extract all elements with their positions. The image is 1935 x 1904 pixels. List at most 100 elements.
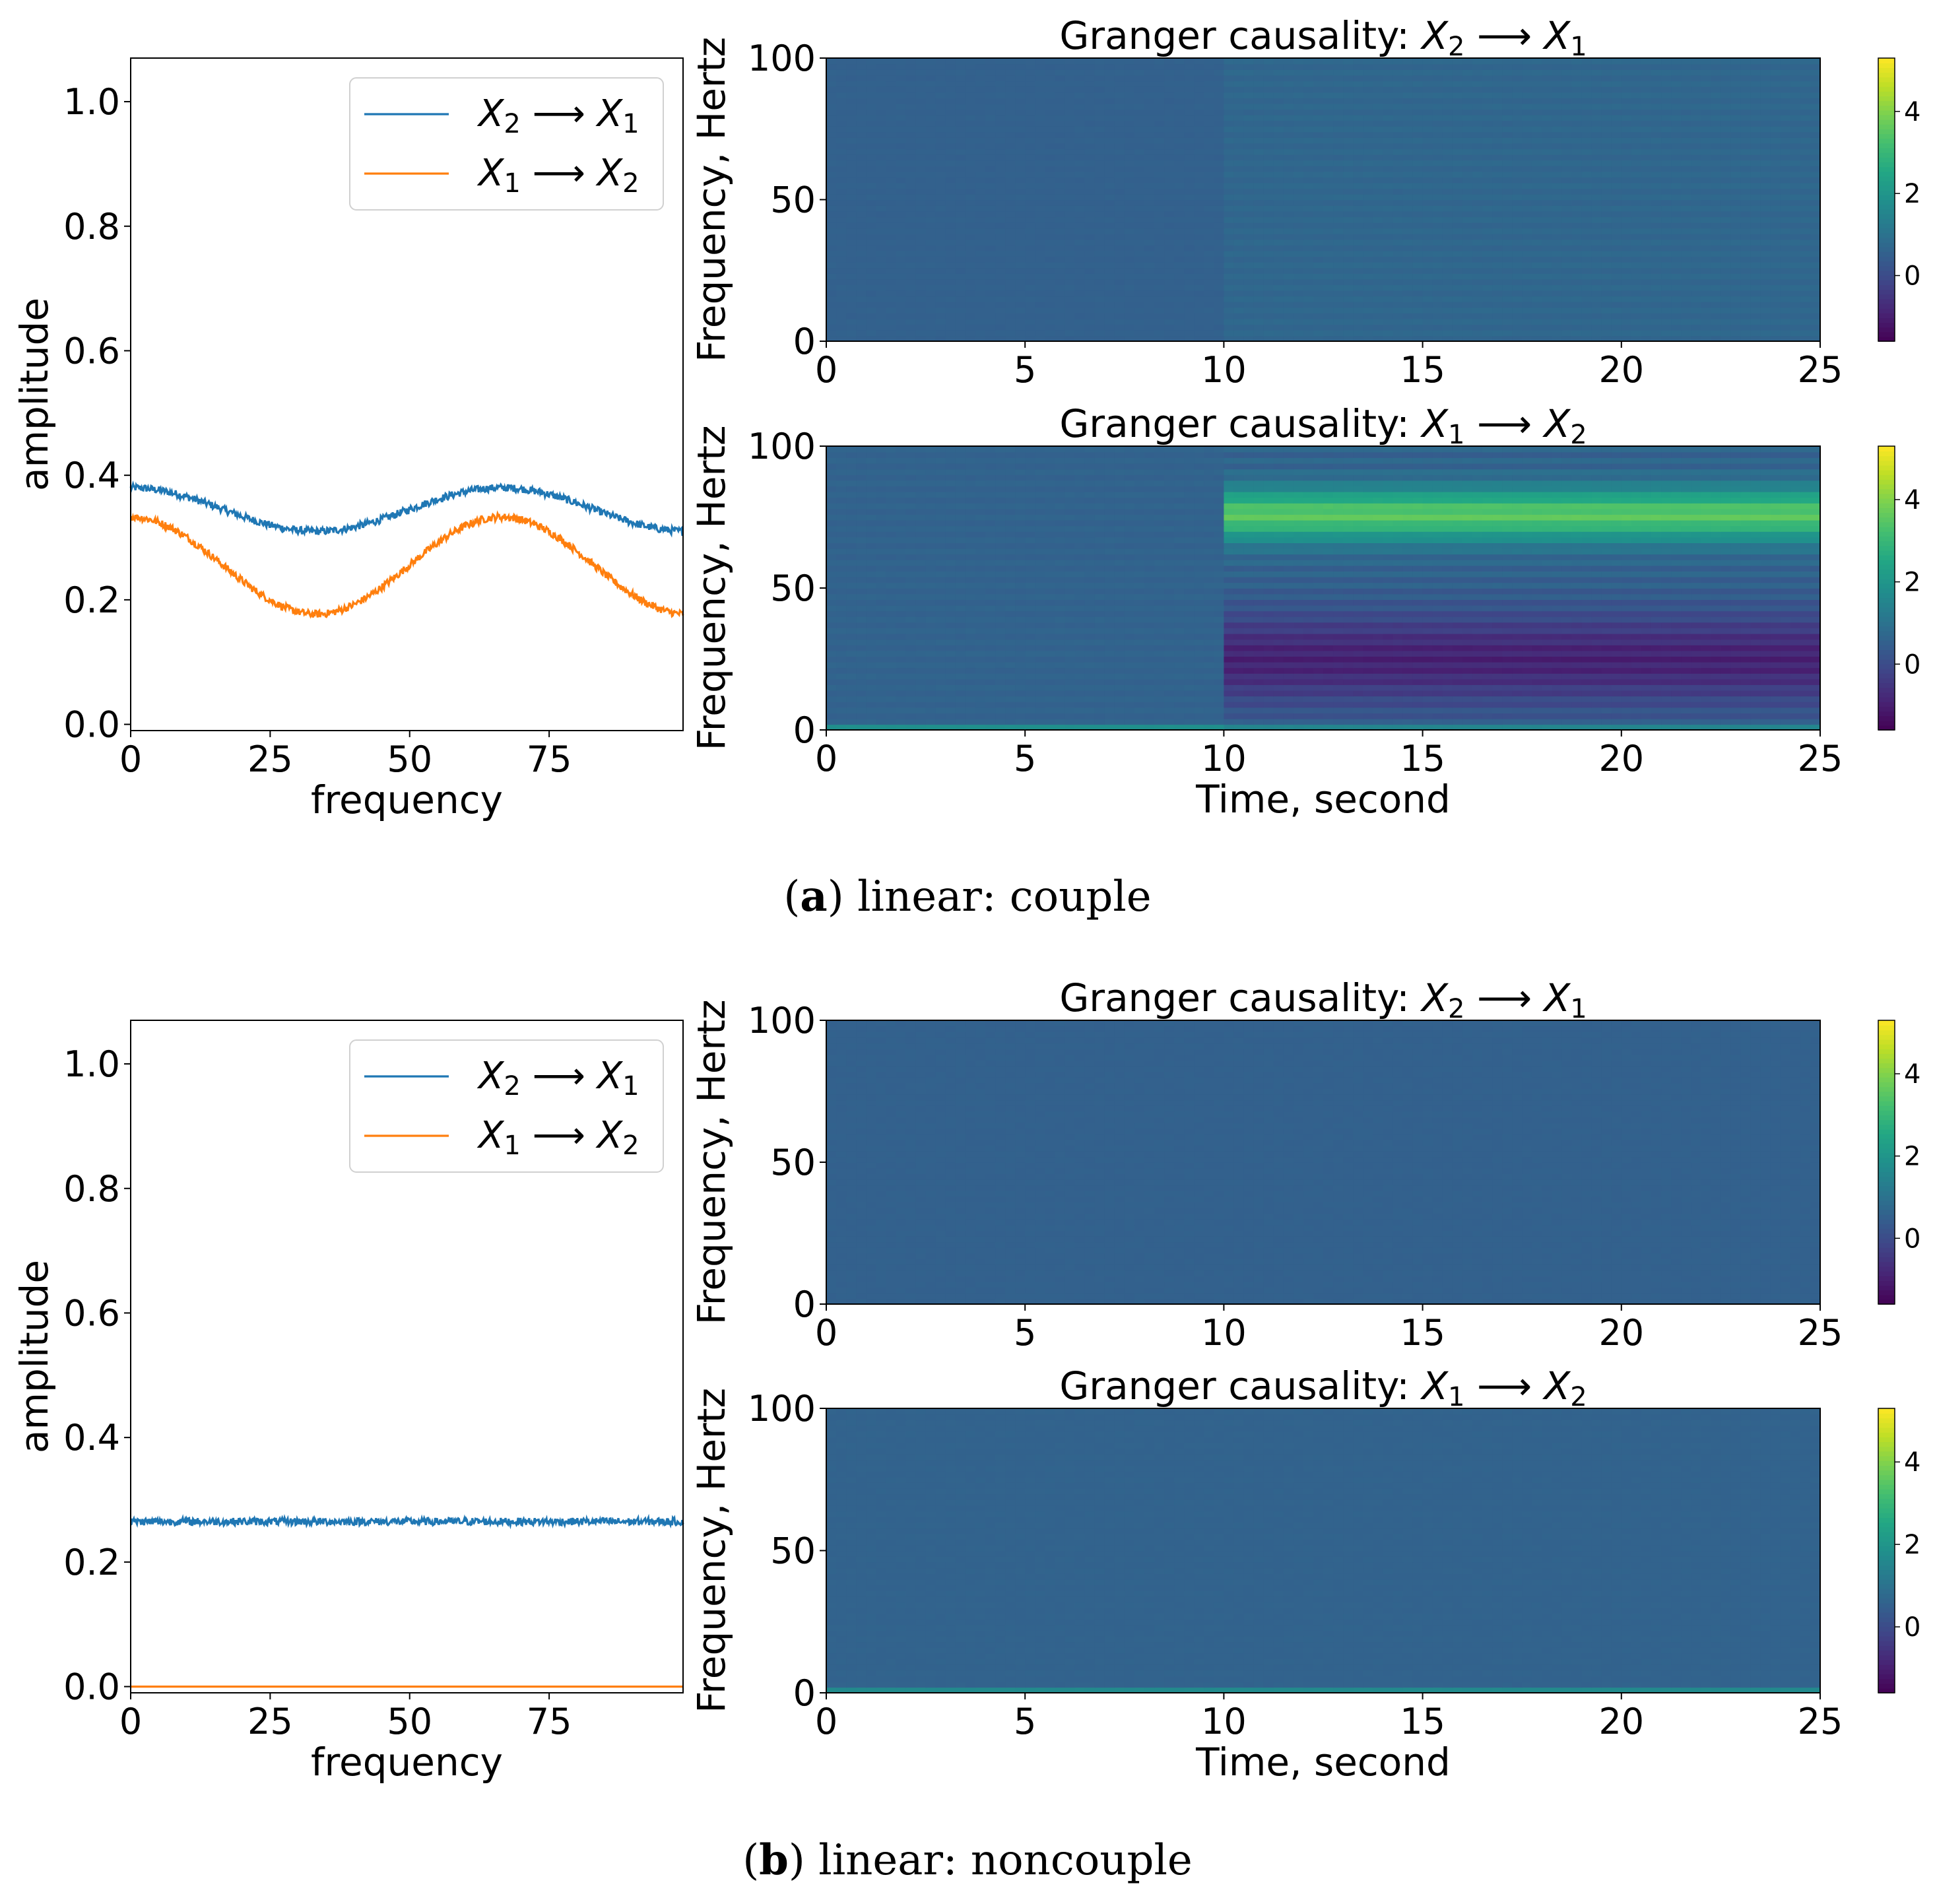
heatmap-cell (1214, 256, 1225, 263)
heatmap-cell (1343, 290, 1354, 297)
heatmap-cell (975, 329, 986, 337)
heatmap-cell (985, 222, 996, 229)
heatmap-cell (1611, 267, 1622, 274)
heatmap-cell (1641, 109, 1652, 115)
heatmap-cell (1631, 296, 1642, 302)
heatmap-cell (1393, 86, 1404, 93)
heatmap-cell (1542, 114, 1553, 121)
heatmap-cell (1055, 318, 1066, 325)
heatmap-cell (1402, 318, 1414, 325)
heatmap-cell (1402, 284, 1414, 291)
heatmap-cell (1512, 188, 1523, 195)
heatmap-cell (1571, 103, 1583, 110)
heatmap-cell (1035, 125, 1046, 133)
heatmap-cell (1641, 148, 1652, 155)
heatmap-cell (1293, 256, 1304, 263)
heatmap-cell (1204, 228, 1215, 234)
heatmap-cell (1721, 256, 1732, 263)
heatmap-cell (1631, 177, 1642, 183)
heatmap-cell (1691, 131, 1702, 138)
heatmap-cell (1184, 329, 1195, 337)
heatmap-cell (1452, 284, 1463, 291)
heatmap-cell (1542, 75, 1553, 82)
heatmap-cell (935, 199, 946, 206)
heatmap-cell (1730, 137, 1742, 144)
heatmap-cell (1611, 233, 1622, 240)
heatmap-cell (1591, 63, 1602, 70)
heatmap-cell (915, 160, 927, 166)
heatmap-cell (1055, 160, 1066, 166)
y-tick-label: 0.0 (63, 704, 120, 746)
heatmap-cell (1313, 279, 1324, 285)
heatmap-cell (1283, 182, 1294, 189)
heatmap-cell (1293, 261, 1304, 269)
heatmap-cell (935, 120, 946, 127)
heatmap-cell (1412, 228, 1424, 234)
heatmap-cell (1661, 329, 1672, 337)
heatmap-cell (965, 205, 976, 212)
heatmap-cell (1661, 290, 1672, 297)
heatmap-cell (1631, 171, 1642, 178)
heatmap-cell (1104, 171, 1115, 178)
heatmap-cell (1780, 267, 1791, 274)
heatmap-cell (1790, 329, 1801, 337)
heatmap-cell (1671, 69, 1682, 76)
heatmap-cell (1035, 199, 1046, 206)
heatmap-cell (1492, 324, 1503, 331)
heatmap-cell (1621, 211, 1632, 218)
heatmap-cell (1730, 233, 1742, 240)
heatmap-cell (1393, 284, 1404, 291)
heatmap-cell (1025, 148, 1036, 155)
heatmap-cell (1055, 177, 1066, 183)
heatmap-cell (1164, 211, 1175, 218)
heatmap-cell (1512, 261, 1523, 269)
heatmap-cell (955, 199, 966, 206)
heatmap-cell (1015, 284, 1026, 291)
heatmap-cell (1055, 239, 1066, 246)
heatmap-cell (1243, 233, 1255, 240)
heatmap-cell (935, 148, 946, 155)
heatmap-cell (975, 171, 986, 178)
heatmap-cell (1671, 335, 1682, 342)
heatmap-cell (1542, 154, 1553, 161)
heatmap-cell (1810, 284, 1821, 291)
heatmap-cell (1253, 86, 1264, 93)
heatmap-cell (1323, 261, 1334, 269)
heatmap-cell (935, 193, 946, 201)
heatmap-cell (1611, 290, 1622, 297)
heatmap-cell (1224, 148, 1235, 155)
heatmap-cell (886, 75, 897, 82)
heatmap-cell (1283, 63, 1294, 70)
heatmap-cell (1084, 182, 1096, 189)
heatmap-cell (1422, 239, 1433, 246)
heatmap-cell (896, 199, 907, 206)
heatmap-cell (1104, 143, 1115, 150)
heatmap-cell (1025, 296, 1036, 302)
heatmap-cell (925, 307, 936, 313)
heatmap-cell (1224, 193, 1235, 201)
heatmap-cell (1542, 69, 1553, 76)
heatmap-cell (1552, 222, 1563, 229)
heatmap-cell (1383, 92, 1394, 98)
heatmap-cell (826, 233, 837, 240)
heatmap-cell (1005, 216, 1016, 223)
heatmap-cell (1671, 216, 1682, 223)
heatmap-cell (856, 69, 867, 76)
heatmap-cell (1581, 245, 1592, 251)
heatmap-cell (1442, 301, 1453, 308)
heatmap-cell (985, 245, 996, 251)
heatmap-cell (1611, 318, 1622, 325)
heatmap-cell (1114, 69, 1125, 76)
heatmap-cell (876, 92, 887, 98)
heatmap-cell (1721, 125, 1732, 133)
heatmap-cell (955, 193, 966, 201)
heatmap-cell (1750, 160, 1761, 166)
heatmap-cell (1532, 233, 1543, 240)
heatmap-cell (1084, 205, 1096, 212)
heatmap-cell (896, 335, 907, 342)
heatmap-cell (1283, 273, 1294, 280)
heatmap-cell (1760, 188, 1771, 195)
heatmap-cell (905, 75, 917, 82)
heatmap-cell (1631, 335, 1642, 342)
heatmap-cell (915, 166, 927, 172)
